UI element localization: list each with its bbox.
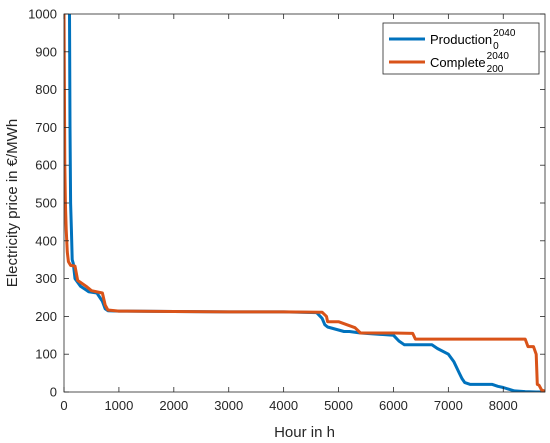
legend-subscript-2: 200 (487, 64, 504, 75)
x-tick-label: 8000 (489, 398, 518, 413)
x-tick-label: 4000 (269, 398, 298, 413)
legend-label-1: Production (430, 32, 492, 47)
y-tick-label: 1000 (28, 7, 57, 22)
y-tick-label: 200 (35, 309, 57, 324)
y-tick-label: 400 (35, 233, 57, 248)
legend-superscript-1: 2040 (493, 28, 516, 39)
y-tick-label: 800 (35, 82, 57, 97)
legend-subscript-1: 0 (493, 41, 499, 52)
x-axis-label: Hour in h (274, 424, 335, 441)
x-tick-label: 6000 (379, 398, 408, 413)
y-tick-label: 300 (35, 271, 57, 286)
y-tick-label: 0 (50, 385, 57, 400)
x-tick-label: 7000 (434, 398, 463, 413)
x-tick-label: 2000 (159, 398, 188, 413)
axes: 0 1000 2000 3000 4000 5000 6000 7000 80000100200… (28, 7, 546, 413)
x-tick-label: 0 (60, 398, 67, 413)
legend-label-2: Complete (430, 55, 486, 70)
legend-box (382, 22, 540, 75)
series-line-1 (68, 14, 545, 392)
y-tick-label: 700 (35, 120, 57, 135)
plot-area (64, 14, 545, 392)
x-tick-label: 1000 (104, 398, 133, 413)
x-tick-label: 5000 (324, 398, 353, 413)
y-tick-label: 900 (35, 44, 57, 59)
y-tick-label: 100 (35, 347, 57, 362)
series-line-2 (64, 14, 545, 392)
x-tick-label: 3000 (214, 398, 243, 413)
y-axis-label: Electricity price in €/MWh (4, 119, 21, 287)
legend-superscript-2: 2040 (487, 51, 510, 62)
y-tick-label: 600 (35, 158, 57, 173)
y-tick-label: 500 (35, 196, 57, 211)
